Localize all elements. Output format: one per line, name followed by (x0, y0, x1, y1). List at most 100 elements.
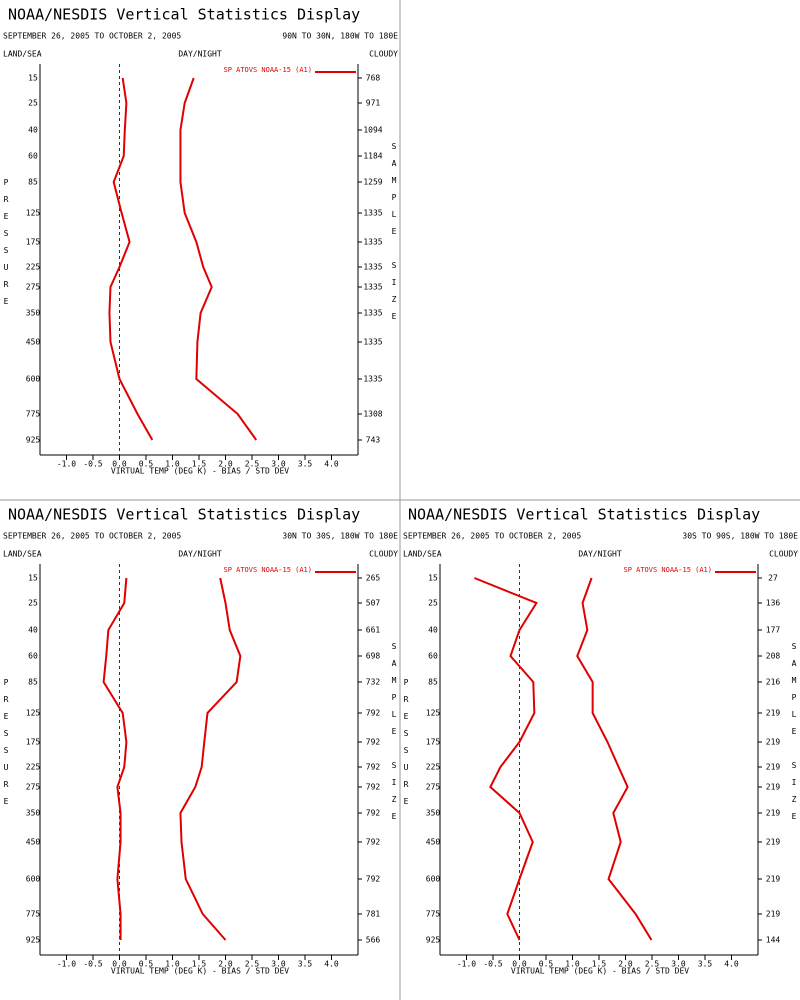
x-tick-label: -1.0 (457, 960, 476, 969)
sample-size: 216 (766, 678, 781, 687)
sample-size: 698 (366, 652, 381, 661)
sample-size: 219 (766, 709, 781, 718)
chart-panel: NOAA/NESDIS Vertical Statistics Display S… (2, 506, 399, 976)
std-dev-line (179, 77, 258, 441)
y2-axis-label: SAMPLE SIZE (390, 142, 399, 329)
pressure-label: 25 (28, 599, 38, 608)
bias-line (108, 77, 154, 441)
pressure-label: 225 (426, 763, 441, 772)
sample-size: 219 (766, 809, 781, 818)
pressure-label: 600 (26, 875, 41, 884)
x-tick-label: 2.0 (618, 960, 633, 969)
sample-size: 1184 (363, 152, 382, 161)
day-night: DAY/NIGHT (178, 50, 222, 59)
sample-size: 219 (766, 875, 781, 884)
x-axis-label: VIRTUAL TEMP (DEG K) - BIAS / STD DEV (111, 967, 289, 976)
pressure-label: 275 (26, 283, 41, 292)
sample-size: 792 (366, 838, 381, 847)
sample-size: 768 (366, 74, 381, 83)
region: 30N TO 30S, 180W TO 180E (282, 532, 398, 541)
x-tick-label: 2.0 (218, 460, 233, 469)
pressure-label: 175 (26, 238, 41, 247)
sample-size: 1335 (363, 263, 382, 272)
pressure-label: 225 (26, 763, 41, 772)
pressure-label: 350 (26, 309, 41, 318)
x-tick-label: 3.0 (271, 460, 286, 469)
region: 90N TO 30N, 180W TO 180E (282, 32, 398, 41)
pressure-label: 600 (26, 375, 41, 384)
pressure-label: 450 (426, 838, 441, 847)
pressure-label: 25 (428, 599, 438, 608)
x-tick-label: 1.5 (592, 960, 607, 969)
land-sea: LAND/SEA (3, 550, 42, 559)
pressure-label: 275 (426, 783, 441, 792)
pressure-label: 60 (428, 652, 438, 661)
sample-size: 219 (766, 910, 781, 919)
x-tick-label: 3.5 (298, 960, 313, 969)
x-axis-label: VIRTUAL TEMP (DEG K) - BIAS / STD DEV (511, 967, 689, 976)
x-tick-label: 4.0 (724, 960, 739, 969)
sample-size: 971 (366, 99, 381, 108)
sample-size: 566 (366, 936, 381, 945)
pressure-label: 350 (426, 809, 441, 818)
pressure-label: 600 (426, 875, 441, 884)
sample-size: 1335 (363, 338, 382, 347)
x-tick-label: 2.5 (245, 960, 260, 969)
pressure-label: 125 (426, 709, 441, 718)
sample-size: 792 (366, 809, 381, 818)
pressure-label: 925 (426, 936, 441, 945)
sample-size: 792 (366, 783, 381, 792)
land-sea: LAND/SEA (403, 550, 442, 559)
x-tick-label: 1.0 (165, 960, 180, 969)
x-tick-label: 3.5 (698, 960, 713, 969)
pressure-label: 85 (428, 678, 438, 687)
cloudy: CLOUDY (369, 550, 398, 559)
sample-size: 792 (366, 763, 381, 772)
pressure-label: 925 (26, 936, 41, 945)
sample-size: 208 (766, 652, 781, 661)
legend-label: SP ATOVS NOAA-15 (A1) (623, 566, 712, 574)
pressure-label: 15 (28, 574, 38, 583)
x-tick-label: -0.5 (83, 960, 102, 969)
pressure-label: 25 (28, 99, 38, 108)
panel-title: NOAA/NESDIS Vertical Statistics Display (408, 506, 760, 524)
x-tick-label: -0.5 (83, 460, 102, 469)
sample-size: 219 (766, 838, 781, 847)
pressure-label: 40 (428, 626, 438, 635)
x-tick-label: 4.0 (324, 960, 339, 969)
pressure-label: 40 (28, 626, 38, 635)
x-tick-label: 4.0 (324, 460, 339, 469)
x-tick-label: 0.0 (112, 960, 127, 969)
pressure-label: 450 (26, 838, 41, 847)
x-tick-label: 1.0 (565, 960, 580, 969)
pressure-label: 775 (426, 910, 441, 919)
cloudy: CLOUDY (769, 550, 798, 559)
panel-title: NOAA/NESDIS Vertical Statistics Display (8, 6, 360, 24)
pressure-label: 85 (28, 178, 38, 187)
x-tick-label: 0.5 (139, 460, 154, 469)
day-night: DAY/NIGHT (178, 550, 222, 559)
pressure-label: 450 (26, 338, 41, 347)
date-range: SEPTEMBER 26, 2005 TO OCTOBER 2, 2005 (3, 532, 181, 541)
cloudy: CLOUDY (369, 50, 398, 59)
x-tick-label: 0.5 (139, 960, 154, 969)
y2-axis-label: SAMPLE SIZE (790, 642, 799, 829)
sample-size: 219 (766, 738, 781, 747)
sample-size: 1308 (363, 410, 382, 419)
pressure-label: 60 (28, 652, 38, 661)
pressure-label: 175 (26, 738, 41, 747)
y-axis-label: PRESSURE (2, 678, 11, 814)
x-tick-label: 0.0 (512, 960, 527, 969)
sample-size: 27 (768, 574, 778, 583)
date-range: SEPTEMBER 26, 2005 TO OCTOBER 2, 2005 (403, 532, 581, 541)
sample-size: 1335 (363, 209, 382, 218)
sample-size: 219 (766, 783, 781, 792)
pressure-label: 275 (26, 783, 41, 792)
x-tick-label: 3.0 (671, 960, 686, 969)
x-tick-label: 0.5 (539, 960, 554, 969)
sample-size: 792 (366, 738, 381, 747)
bias-line (102, 577, 128, 940)
sample-size: 781 (366, 910, 381, 919)
x-tick-label: 3.5 (298, 460, 313, 469)
